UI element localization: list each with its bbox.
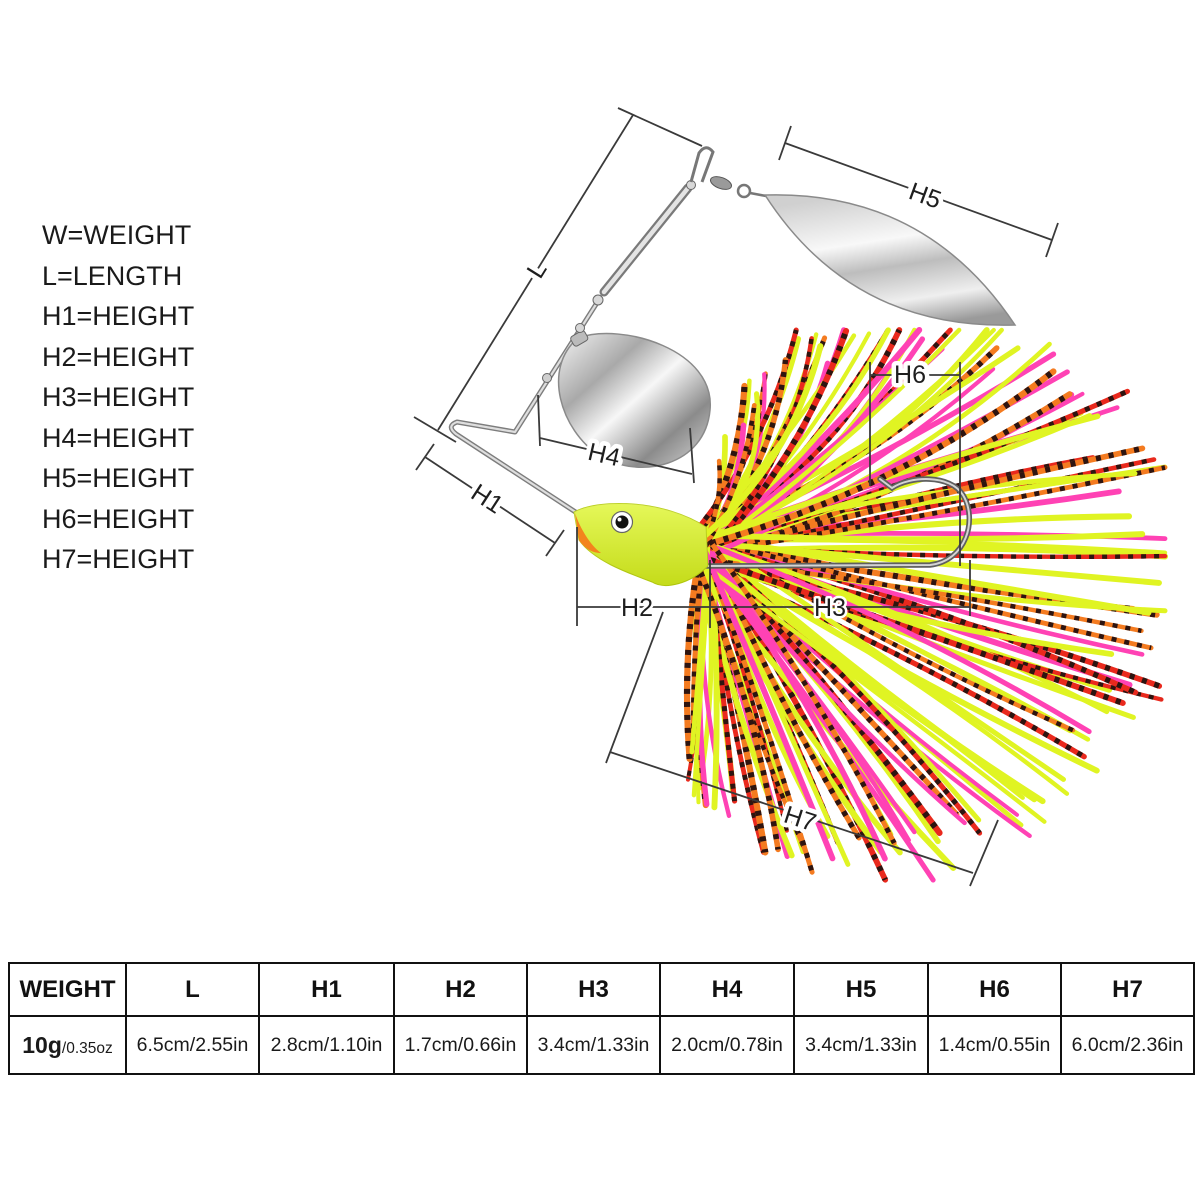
legend-item-h5: H5=HEIGHT — [42, 463, 195, 493]
skirt-strand — [695, 343, 824, 544]
hook — [699, 476, 973, 569]
spec-header-h7: H7 — [1060, 962, 1195, 1017]
dimension-h2-h3: H2 H3 — [576, 527, 971, 628]
skirt-strand — [707, 555, 720, 811]
skirt-strand — [694, 531, 836, 862]
spinnerbait-diagram: L H1 H4 H5 H6 H2 H3 — [413, 107, 1169, 887]
legend-item-h3: H3=HEIGHT — [42, 382, 195, 412]
dim-label-l: L — [521, 257, 552, 284]
skirt-strand — [699, 554, 1126, 706]
skirt-strand-flake — [702, 549, 815, 873]
dim-label-h4: H4 — [585, 438, 623, 472]
spec-cell-weight: 10g/0.35oz — [8, 1015, 127, 1075]
spec-header-h2: H2 — [393, 962, 528, 1017]
dim-label-h3: H3 — [814, 594, 846, 622]
spec-table: WEIGHT L H1 H2 H3 H4 H5 H6 H7 10g/0.35oz… — [8, 962, 1195, 1075]
skirt-strand — [705, 535, 1066, 782]
head-mouth — [575, 513, 601, 553]
legend-item-length: L=LENGTH — [42, 260, 183, 291]
skirt-strand — [692, 537, 1092, 735]
spec-value-row: 10g/0.35oz 6.5cm/2.55in 2.8cm/1.10in 1.7… — [8, 1015, 1195, 1075]
colorado-blade — [557, 323, 711, 468]
dimension-h6: H6 — [869, 357, 961, 566]
legend-item-weight: W=WEIGHT — [42, 220, 192, 250]
spec-header-h6: H6 — [927, 962, 1062, 1017]
spec-header-l: L — [125, 962, 260, 1017]
spec-cell-l: 6.5cm/2.55in — [125, 1015, 260, 1075]
spec-cell-h6: 1.4cm/0.55in — [927, 1015, 1062, 1075]
lure-head — [573, 502, 709, 586]
bead — [592, 294, 604, 306]
legend-item-h2: H2=HEIGHT — [42, 341, 195, 372]
skirt-strand-flake — [702, 329, 849, 562]
spec-header-row: WEIGHT L H1 H2 H3 H4 H5 H6 H7 — [8, 962, 1195, 1017]
spec-header-weight: WEIGHT — [8, 962, 127, 1017]
spec-cell-h2: 1.7cm/0.66in — [393, 1015, 528, 1075]
bead — [542, 373, 552, 383]
spec-cell-h3: 3.4cm/1.33in — [526, 1015, 661, 1075]
spec-cell-h5: 3.4cm/1.33in — [793, 1015, 929, 1075]
skirt-strand-flake — [683, 544, 705, 760]
legend-item-h6: H6=HEIGHT — [42, 503, 195, 534]
skirt-strand — [700, 541, 967, 826]
dim-label-h5: H5 — [905, 177, 945, 214]
spec-header-h5: H5 — [793, 962, 929, 1017]
skirt-strand-flake — [707, 545, 862, 840]
skirt-strand — [700, 413, 1101, 543]
legend-item-h1: H1=HEIGHT — [42, 301, 195, 331]
skirt-strand-flake — [697, 369, 1056, 550]
dim-label-h1: H1 — [466, 479, 508, 520]
spec-cell-h4: 2.0cm/0.78in — [659, 1015, 795, 1075]
dimension-legend: W=WEIGHT L=LENGTH H1=HEIGHT H2=HEIGHT H3… — [42, 215, 194, 580]
legend-item-h4: H4=HEIGHT — [42, 422, 195, 453]
snap-swivel — [689, 146, 767, 199]
skirt-strand-flake — [694, 559, 1086, 759]
skirt-strand-flake — [707, 537, 1152, 651]
skirt-strand-flake — [700, 445, 1144, 557]
weight-ounces: /0.35oz — [61, 1039, 113, 1057]
dimension-h1: H1 — [415, 443, 565, 557]
weight-grams: 10g — [22, 1031, 62, 1058]
spinnerbait-wire — [448, 180, 696, 516]
skirt-strand-flake — [691, 329, 799, 536]
willow-blade — [763, 194, 1017, 326]
skirt-strand-flake — [691, 359, 789, 559]
skirt-strand-flake — [706, 551, 766, 854]
skirt-strand-flake — [708, 559, 1162, 702]
legend-item-h7: H7=HEIGHT — [42, 544, 195, 574]
skirt-strand-flake — [702, 543, 982, 835]
spec-header-h1: H1 — [258, 962, 395, 1017]
spec-cell-h1: 2.8cm/1.10in — [258, 1015, 395, 1075]
skirt-strand-flake — [690, 539, 708, 732]
skirt-strand-flake — [707, 536, 1074, 733]
skirt-strand — [692, 555, 1047, 824]
skirt-strand-flake — [710, 544, 1166, 559]
lure-skirt — [683, 327, 1169, 883]
spec-cell-h7: 6.0cm/2.36in — [1060, 1015, 1195, 1075]
skirt-strand — [704, 541, 1110, 715]
spec-header-h4: H4 — [659, 962, 795, 1017]
spec-header-h3: H3 — [526, 962, 661, 1017]
skirt-strand-flake — [707, 389, 1129, 550]
dim-label-h6: H6 — [894, 361, 926, 389]
dim-label-h2: H2 — [621, 594, 653, 622]
skirt-strand — [701, 531, 1146, 543]
skirt-strand-flake — [705, 457, 1155, 556]
skirt-strand — [702, 470, 1138, 538]
skirt-strand-flake — [709, 541, 1137, 695]
skirt-strand — [691, 548, 884, 855]
skirt-strand-flake — [696, 385, 748, 541]
skirt-strand-flake — [707, 465, 1166, 555]
skirt-strand-flake — [702, 404, 757, 550]
skirt-strand-flake — [709, 557, 1161, 689]
skirt-strand-flake — [704, 534, 897, 845]
